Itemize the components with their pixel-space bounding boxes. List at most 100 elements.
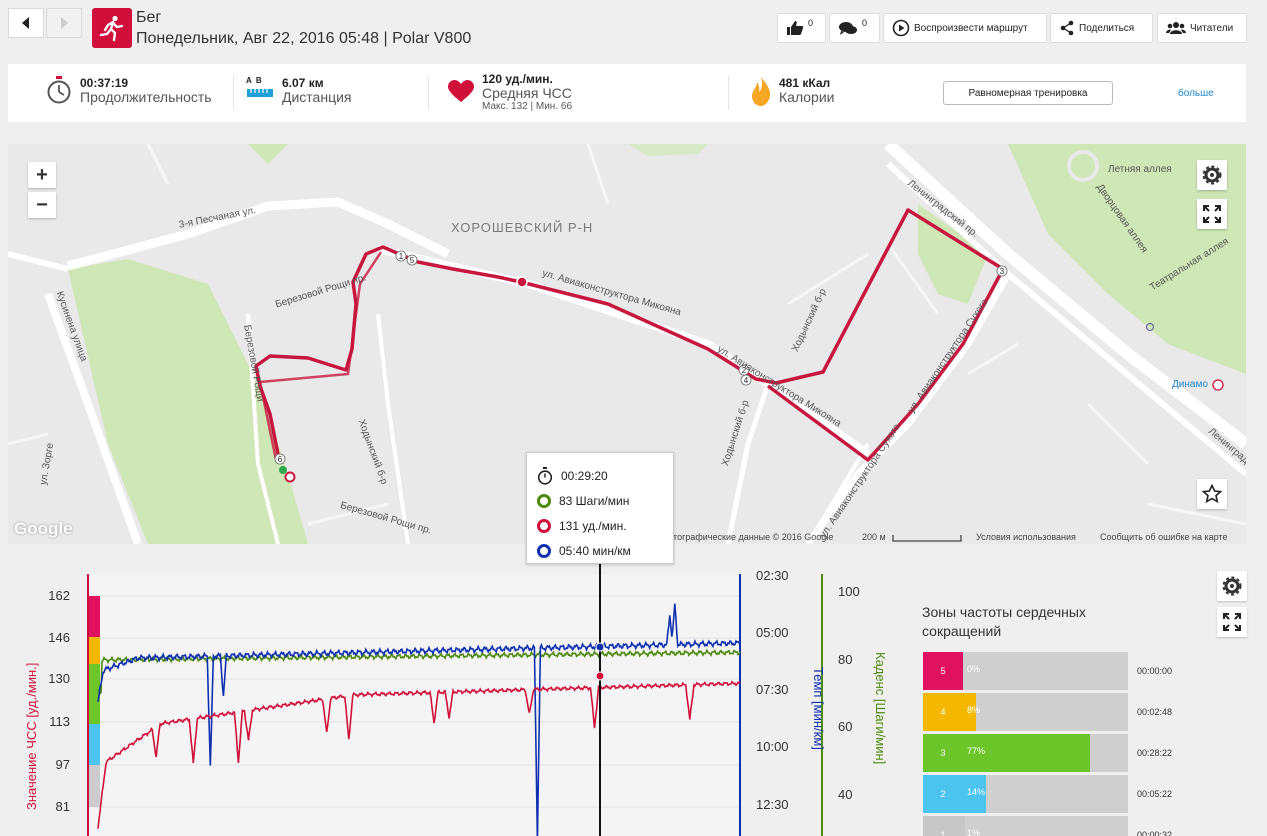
svg-text:2: 2 [742, 366, 747, 375]
distance-value: 6.07 км [282, 76, 324, 90]
page-title: Бег [136, 9, 162, 26]
flame-icon [752, 76, 771, 106]
zone-row-3: 3 77% [923, 734, 1128, 772]
zone-time: 00:00:00 [1137, 666, 1173, 676]
zone-percent: 1% [967, 828, 981, 836]
svg-text:4: 4 [744, 376, 749, 385]
hr-tick-label: 162 [48, 588, 70, 603]
calories-label: Калории [779, 89, 835, 105]
pace-series-line [97, 603, 741, 836]
zone-percent: 14% [967, 787, 986, 797]
running-icon [92, 8, 132, 48]
arrow-left-icon [22, 17, 29, 29]
hr-tick-label: 146 [48, 630, 70, 645]
hr-min-max: Макс. 132 | Мин. 66 [482, 101, 573, 112]
hr-dot-icon [537, 518, 551, 533]
comments-button[interactable]: 0 [829, 13, 880, 43]
tooltip-pace-row: 05:40 мин/км [537, 538, 663, 563]
zone-number: 4 [923, 693, 963, 731]
duration-label: Продолжительность [80, 89, 212, 105]
fullscreen-icon [1223, 613, 1241, 631]
hr-value: 120 уд./мин. [482, 72, 553, 86]
tooltip-hr-row: 131 уд./мин. [537, 513, 663, 538]
tooltip-cadence-row: 83 Шаги/мин [537, 488, 663, 513]
route-marker-5: 5 [406, 254, 418, 266]
pace-tick-label: 10:00 [756, 739, 789, 754]
zone-bar [963, 734, 1091, 772]
zone-number: 1 [923, 816, 963, 836]
share-label: Поделиться [1079, 22, 1135, 34]
zone-time: 00:05:22 [1137, 789, 1173, 799]
forward-button[interactable] [46, 8, 82, 38]
map-settings-button[interactable] [1197, 160, 1227, 190]
zone-percent: 77% [967, 746, 986, 756]
zoom-out-button[interactable]: − [28, 192, 56, 218]
divider [233, 76, 234, 110]
pace-tick-label: 12:30 [756, 797, 789, 812]
route-marker-2: 2 [738, 364, 750, 376]
zone-number: 2 [923, 775, 963, 813]
comments-icon [839, 21, 857, 35]
zone-row-5: 5 0% [923, 652, 1128, 690]
hr-series-line [97, 680, 741, 829]
hr-tick-label: 130 [48, 671, 70, 686]
zone-bar [963, 693, 977, 731]
divider [728, 76, 729, 110]
scale-bar [892, 535, 962, 542]
gear-icon [1222, 576, 1242, 596]
likes-count: 0 [808, 18, 814, 28]
zone-time: 00:28:22 [1137, 748, 1173, 758]
svg-text:3: 3 [1000, 267, 1005, 276]
hr-tick-label: 113 [49, 714, 70, 729]
readers-icon [1166, 22, 1186, 34]
route-marker-3: 3 [996, 265, 1008, 277]
hr-zone-band [88, 724, 100, 765]
map-canvas: 1 5 2 4 3 6 [8, 144, 1246, 544]
hr-tick-label: 81 [56, 799, 70, 814]
zones-settings-button[interactable] [1217, 571, 1247, 601]
zone-bar [963, 816, 965, 836]
arrow-right-icon [61, 17, 68, 29]
zone-time: 00:00:32 [1137, 830, 1173, 836]
metro-label: Динамо [1172, 379, 1208, 390]
duration-value: 00:37:19 [80, 76, 129, 90]
readers-button[interactable]: Читатели [1157, 13, 1247, 43]
favorite-button[interactable] [1197, 479, 1227, 509]
tooltip-time-row: 00:29:20 [537, 463, 663, 488]
route-marker-6: 6 [274, 453, 286, 465]
tooltip-cadence: 83 Шаги/мин [559, 493, 630, 508]
stopwatch-icon [537, 466, 553, 485]
pace-tick-label: 02:30 [756, 568, 789, 583]
hr-tick-label: 97 [56, 757, 70, 772]
back-button[interactable] [8, 8, 44, 38]
zoom-in-button[interactable]: + [28, 162, 56, 188]
plot-area [88, 574, 740, 836]
like-button[interactable]: 0 [777, 13, 826, 43]
route-marker-1: 1 [395, 250, 407, 262]
gear-icon [1202, 165, 1222, 185]
samples-chart[interactable]: 162 146 130 113 97 81 Значение ЧСС [уд./мин.] 0… [8, 562, 908, 836]
report-error-link[interactable]: Сообщить об ошибке на карте [1100, 532, 1228, 542]
hr-cursor-point [595, 671, 605, 681]
terms-link[interactable]: Условия использования [976, 532, 1076, 542]
map-fullscreen-button[interactable] [1197, 199, 1227, 229]
pace-dot-icon [537, 543, 551, 558]
zone-number: 5 [923, 652, 963, 690]
zone-row-4: 4 8% [923, 693, 1128, 731]
svg-text:6: 6 [278, 455, 283, 464]
more-link[interactable]: больше [1178, 88, 1214, 99]
chart-tooltip: 00:29:20 83 Шаги/мин 131 уд./мин. 05:40 … [526, 452, 674, 564]
zone-row-2: 2 14% [923, 775, 1128, 813]
replay-route-label: Воспроизвести маршрут [914, 22, 1028, 34]
cadence-tick-label: 60 [838, 719, 852, 734]
calories-value: 481 кКал [779, 76, 831, 90]
replay-route-button[interactable]: Воспроизвести маршрут [883, 13, 1047, 43]
training-type-button[interactable]: Равномерная тренировка [943, 81, 1113, 105]
distance-label: Дистанция [282, 89, 352, 105]
share-button[interactable]: Поделиться [1050, 13, 1153, 43]
distance-summary: A B 6.07 км Дистанция [246, 76, 352, 105]
cadence-axis-label: Каденс [Шаги/мин] [873, 652, 888, 764]
cadence-tick-label: 80 [838, 652, 852, 667]
zones-fullscreen-button[interactable] [1217, 607, 1247, 637]
pace-cursor-point [595, 642, 605, 652]
